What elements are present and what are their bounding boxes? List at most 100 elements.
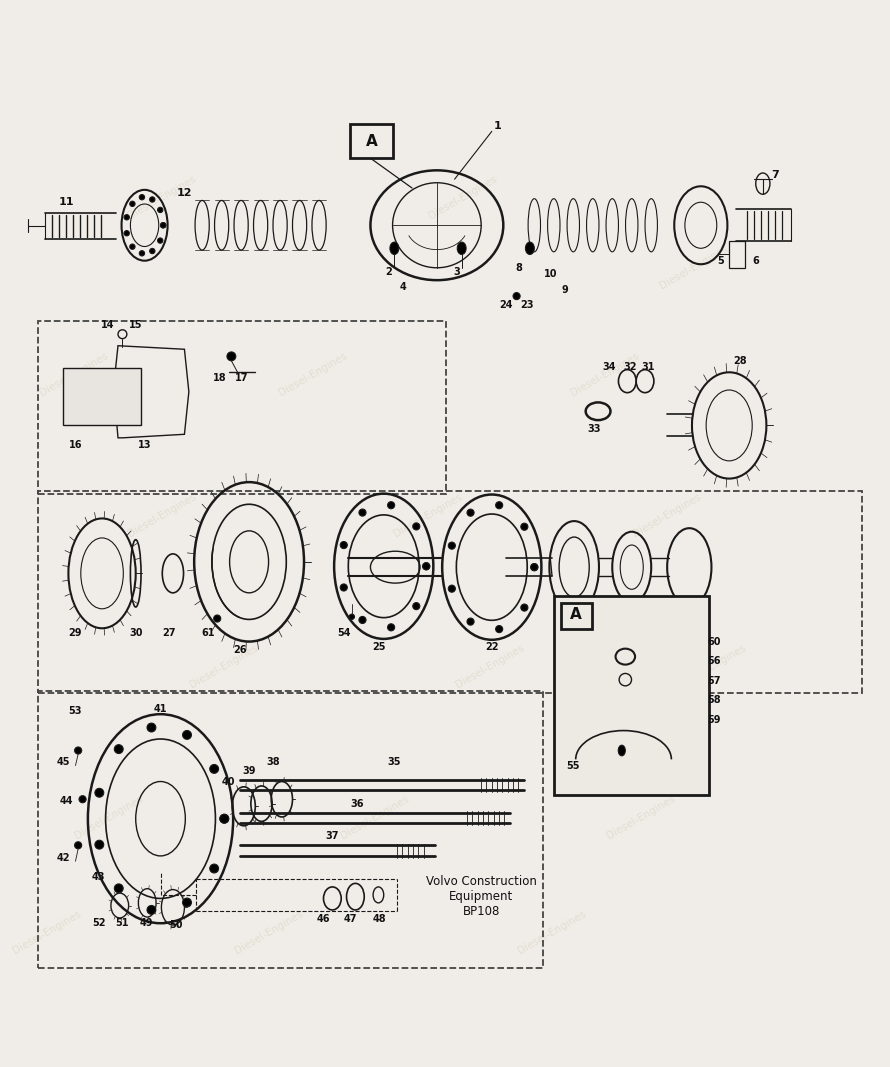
Ellipse shape <box>423 562 430 570</box>
Text: 57: 57 <box>707 675 721 685</box>
Text: 12: 12 <box>177 189 192 198</box>
Ellipse shape <box>530 563 538 571</box>
Ellipse shape <box>220 814 229 823</box>
Text: 20: 20 <box>685 617 699 627</box>
Ellipse shape <box>139 251 144 256</box>
Text: 50: 50 <box>170 920 183 930</box>
Text: Diesel-Engines: Diesel-Engines <box>73 793 145 841</box>
Text: 38: 38 <box>266 757 279 767</box>
Ellipse shape <box>467 509 474 516</box>
Text: 32: 32 <box>623 362 636 372</box>
Text: 53: 53 <box>69 705 82 716</box>
Ellipse shape <box>130 202 135 207</box>
Ellipse shape <box>525 242 534 255</box>
Ellipse shape <box>147 906 156 914</box>
Text: Diesel-Engines: Diesel-Engines <box>37 350 109 398</box>
Bar <box>38 321 446 494</box>
Text: A: A <box>366 133 377 148</box>
Text: 31: 31 <box>641 362 654 372</box>
Text: Diesel-Engines: Diesel-Engines <box>631 492 703 540</box>
Text: 49: 49 <box>140 919 153 928</box>
Text: 45: 45 <box>56 757 69 767</box>
Text: Diesel-Engines: Diesel-Engines <box>676 642 748 690</box>
Ellipse shape <box>530 563 538 571</box>
Text: Diesel-Engines: Diesel-Engines <box>516 908 588 956</box>
Text: 33: 33 <box>587 424 602 434</box>
Ellipse shape <box>496 501 503 509</box>
Text: 22: 22 <box>485 642 498 652</box>
Text: 5: 5 <box>717 256 724 266</box>
Ellipse shape <box>413 523 420 530</box>
Text: Diesel-Engines: Diesel-Engines <box>189 642 260 690</box>
Text: A: A <box>570 607 582 622</box>
Text: Diesel-Engines: Diesel-Engines <box>12 908 83 956</box>
Text: 3: 3 <box>453 267 460 277</box>
Text: 52: 52 <box>92 919 105 928</box>
Ellipse shape <box>95 789 104 797</box>
Text: 37: 37 <box>326 831 339 842</box>
Text: 58: 58 <box>707 695 721 705</box>
Bar <box>38 491 862 692</box>
Text: 19: 19 <box>629 617 643 627</box>
Ellipse shape <box>95 840 104 849</box>
Text: 8: 8 <box>515 262 522 273</box>
Text: 2: 2 <box>384 267 392 277</box>
Ellipse shape <box>210 764 219 774</box>
Text: 18: 18 <box>213 373 227 383</box>
Text: 14: 14 <box>101 320 114 331</box>
Text: Diesel-Engines: Diesel-Engines <box>604 793 676 841</box>
Text: 21: 21 <box>574 617 587 627</box>
Ellipse shape <box>160 223 166 228</box>
Ellipse shape <box>124 214 129 220</box>
Text: Diesel-Engines: Diesel-Engines <box>232 908 304 956</box>
Text: 6: 6 <box>752 256 759 266</box>
Ellipse shape <box>75 842 82 849</box>
Text: 55: 55 <box>567 762 580 771</box>
Bar <box>554 595 708 795</box>
Ellipse shape <box>158 238 163 243</box>
Text: 59: 59 <box>707 715 721 724</box>
Text: Diesel-Engines: Diesel-Engines <box>427 173 499 221</box>
Text: 17: 17 <box>235 373 249 383</box>
Ellipse shape <box>521 523 528 530</box>
Ellipse shape <box>182 898 191 907</box>
Text: Diesel-Engines: Diesel-Engines <box>339 793 411 841</box>
Text: 10: 10 <box>544 269 557 278</box>
Text: 54: 54 <box>337 627 351 638</box>
Bar <box>561 603 592 630</box>
Ellipse shape <box>521 604 528 611</box>
Ellipse shape <box>413 603 420 609</box>
Ellipse shape <box>619 745 626 755</box>
Ellipse shape <box>390 242 399 255</box>
Ellipse shape <box>359 617 366 623</box>
Text: Diesel-Engines: Diesel-Engines <box>392 492 464 540</box>
Text: 56: 56 <box>707 656 721 666</box>
Text: 4: 4 <box>400 283 407 292</box>
Text: Diesel-Engines: Diesel-Engines <box>658 244 730 291</box>
Text: 26: 26 <box>233 646 247 655</box>
Ellipse shape <box>496 625 503 633</box>
Text: Diesel-Engines: Diesel-Engines <box>570 350 641 398</box>
Ellipse shape <box>160 223 166 228</box>
Text: 36: 36 <box>351 799 364 809</box>
Ellipse shape <box>349 615 354 620</box>
Ellipse shape <box>130 244 135 250</box>
Text: 27: 27 <box>163 627 176 638</box>
Text: 47: 47 <box>344 913 357 924</box>
Ellipse shape <box>457 242 466 255</box>
Text: 30: 30 <box>129 627 142 638</box>
Ellipse shape <box>340 584 347 591</box>
Ellipse shape <box>340 542 347 548</box>
Ellipse shape <box>139 194 144 200</box>
Text: 11: 11 <box>59 197 75 207</box>
Ellipse shape <box>387 501 394 509</box>
Ellipse shape <box>210 864 219 873</box>
Ellipse shape <box>150 196 155 202</box>
Bar <box>63 368 141 426</box>
Text: 28: 28 <box>733 355 747 366</box>
Text: 61: 61 <box>202 627 215 638</box>
Ellipse shape <box>220 814 229 823</box>
Text: 34: 34 <box>603 362 617 372</box>
Text: 25: 25 <box>373 642 386 652</box>
Text: 44: 44 <box>60 796 73 806</box>
